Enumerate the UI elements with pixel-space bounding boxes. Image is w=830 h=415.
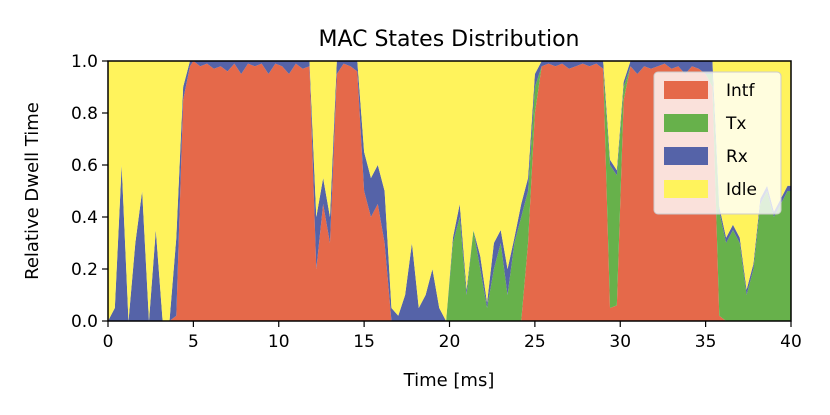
- x-tick-label: 5: [188, 332, 199, 352]
- chart-title: MAC States Distribution: [318, 27, 579, 52]
- legend: Intf Tx Rx Idle: [653, 71, 782, 215]
- x-tick-label: 30: [609, 332, 631, 352]
- y-tick-label: 0.2: [71, 260, 98, 280]
- x-tick-label: 0: [103, 332, 114, 352]
- x-tick-label: 10: [268, 332, 290, 352]
- y-tick-label: 0.0: [71, 312, 98, 332]
- x-tick-label: 15: [353, 332, 375, 352]
- area-idle: [108, 61, 791, 321]
- y-tick-label: 0.8: [71, 104, 98, 124]
- x-tick-label: 35: [695, 332, 717, 352]
- legend-box: [653, 71, 782, 215]
- x-tick-label: 25: [524, 332, 546, 352]
- x-axis-label: Time [ms]: [403, 370, 495, 391]
- area-layers: [108, 61, 791, 321]
- x-tick-label: 40: [780, 332, 802, 352]
- legend-swatch-idle: [664, 180, 708, 198]
- legend-label-tx: Tx: [725, 114, 746, 134]
- x-axis: 0 5 10 15 20 25 30 35 40: [103, 321, 802, 352]
- area-intf: [108, 61, 791, 321]
- y-tick-label: 1.0: [71, 52, 98, 72]
- y-tick-label: 0.4: [71, 208, 98, 228]
- y-axis: 0.0 0.2 0.4 0.6 0.8 1.0: [71, 52, 108, 332]
- legend-label-idle: Idle: [726, 180, 757, 200]
- y-tick-label: 0.6: [71, 156, 98, 176]
- legend-swatch-rx: [664, 147, 708, 165]
- area-tx: [108, 61, 791, 321]
- legend-label-intf: Intf: [726, 81, 755, 101]
- legend-swatch-intf: [664, 81, 708, 99]
- y-axis-label: Relative Dwell Time: [22, 102, 43, 280]
- legend-swatch-tx: [664, 114, 708, 132]
- legend-label-rx: Rx: [726, 147, 748, 167]
- x-tick-label: 20: [439, 332, 461, 352]
